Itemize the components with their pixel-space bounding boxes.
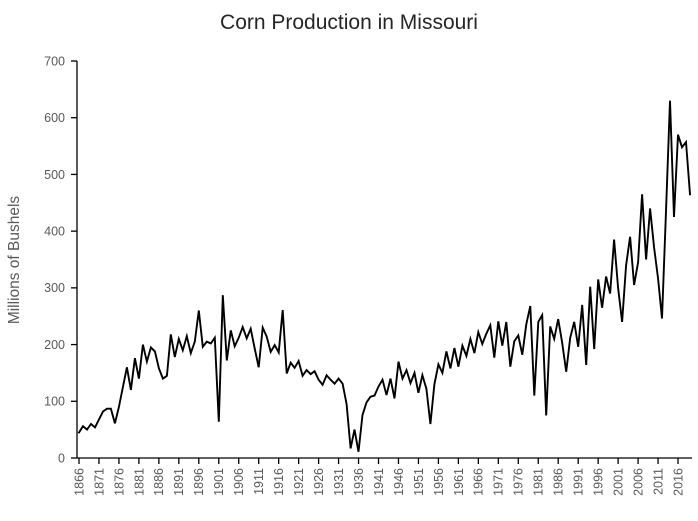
y-tick-label: 100 <box>44 395 65 409</box>
chart-title: Corn Production in Missouri <box>220 11 478 34</box>
x-tick-label: 1871 <box>92 468 106 496</box>
x-tick-group: 1866 1871 1876 1881 1886 1891 1896 1901 1906 1911… <box>72 458 685 496</box>
x-tick-label: 1976 <box>512 468 526 496</box>
x-tick-label: 1946 <box>392 468 406 496</box>
x-tick-label: 1941 <box>372 468 386 496</box>
x-tick-label: 2006 <box>631 468 645 496</box>
x-tick-label: 2001 <box>611 468 625 496</box>
x-tick-label: 1951 <box>412 468 426 496</box>
data-line <box>77 100 692 452</box>
y-tick-label: 200 <box>44 338 65 352</box>
x-tick-label: 1916 <box>272 468 286 496</box>
x-tick-label: 1931 <box>332 468 346 496</box>
y-tick-group: 0 100 200 300 400 500 600 700 <box>44 54 77 465</box>
x-tick-label: 1911 <box>252 468 266 495</box>
x-tick-label: 1881 <box>132 468 146 496</box>
x-tick-label: 1986 <box>552 468 566 496</box>
x-tick-label: 1936 <box>352 468 366 496</box>
y-tick-label: 500 <box>44 168 65 182</box>
x-tick-label: 1926 <box>312 468 326 496</box>
x-tick-label: 1921 <box>292 468 306 496</box>
x-tick-label: 1961 <box>452 468 466 496</box>
y-tick-label: 300 <box>44 281 65 295</box>
x-tick-label: 1996 <box>592 468 606 496</box>
x-tick-label: 2016 <box>671 468 685 496</box>
x-tick-label: 1866 <box>72 468 86 496</box>
y-tick-label: 400 <box>44 225 65 239</box>
x-tick-label: 1891 <box>172 468 186 496</box>
x-tick-label: 1901 <box>212 468 226 496</box>
x-tick-label: 1896 <box>192 468 206 496</box>
y-tick-label: 0 <box>58 451 65 465</box>
y-tick-label: 600 <box>44 111 65 125</box>
x-tick-label: 1981 <box>532 468 546 496</box>
x-tick-label: 1991 <box>572 468 586 496</box>
x-tick-label: 2011 <box>651 468 665 495</box>
x-tick-label: 1956 <box>432 468 446 496</box>
x-tick-label: 1966 <box>472 468 486 496</box>
y-tick-label: 700 <box>44 54 65 68</box>
y-axis-title: Millions of Bushels <box>6 196 23 325</box>
x-tick-label: 1886 <box>152 468 166 496</box>
x-tick-label: 1971 <box>492 468 506 496</box>
x-tick-label: 1876 <box>112 468 126 496</box>
x-tick-label: 1906 <box>232 468 246 496</box>
